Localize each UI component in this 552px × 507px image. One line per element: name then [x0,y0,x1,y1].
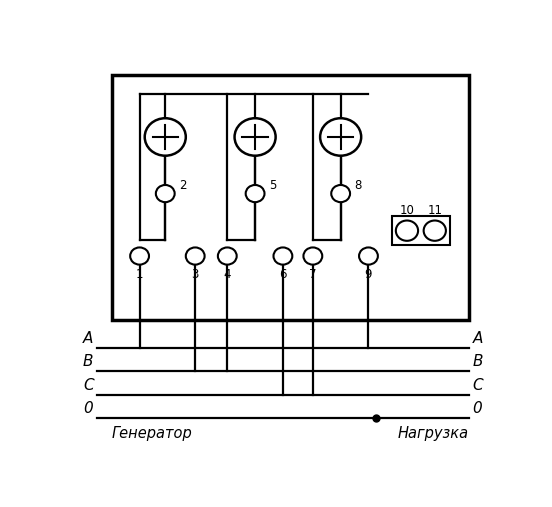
Text: 0: 0 [473,401,482,416]
Bar [112,75,469,320]
Text: A: A [473,331,483,346]
Circle shape [156,185,174,202]
Text: 1: 1 [136,268,144,281]
Circle shape [218,247,237,265]
Text: 9: 9 [365,268,372,281]
Text: C: C [473,378,483,392]
Circle shape [359,247,378,265]
Text: 10: 10 [400,204,415,216]
Text: Генератор: Генератор [112,426,193,442]
Text: 0: 0 [83,401,93,416]
Text: 5: 5 [269,178,276,192]
Text: 2: 2 [179,178,187,192]
Circle shape [273,247,293,265]
Text: 4: 4 [224,268,231,281]
Circle shape [145,118,186,156]
Text: B: B [83,354,93,369]
Circle shape [246,185,264,202]
Circle shape [423,221,446,241]
Text: 7: 7 [309,268,317,281]
Circle shape [304,247,322,265]
Text: B: B [473,354,483,369]
Circle shape [130,247,149,265]
Circle shape [331,185,350,202]
Text: C: C [83,378,93,392]
Circle shape [396,221,418,241]
Circle shape [320,118,361,156]
Circle shape [186,247,205,265]
Bar [391,216,450,245]
Circle shape [235,118,275,156]
Text: Нагрузка: Нагрузка [398,426,469,442]
Text: A: A [83,331,93,346]
Text: 11: 11 [427,204,442,216]
Text: 3: 3 [192,268,199,281]
Text: 6: 6 [279,268,286,281]
Text: 8: 8 [354,178,362,192]
